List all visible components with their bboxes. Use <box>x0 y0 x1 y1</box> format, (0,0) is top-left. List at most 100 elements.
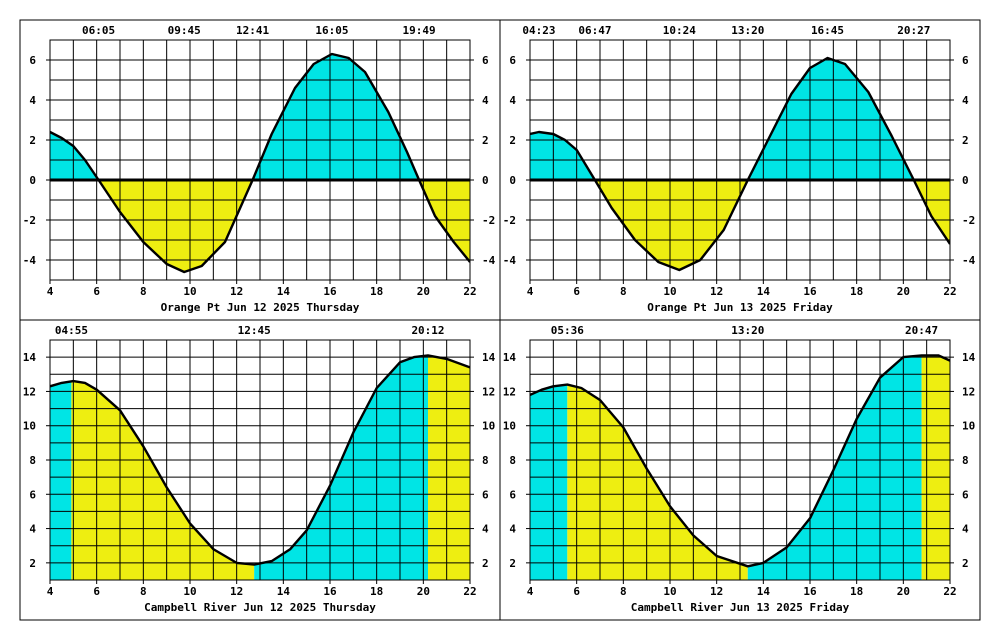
event-time-label: 12:41 <box>236 24 269 37</box>
chart-title: Campbell River Jun 13 2025 Friday <box>631 601 850 614</box>
y-tick-label-right: 12 <box>482 385 495 398</box>
y-tick-label-right: 2 <box>962 557 969 570</box>
x-tick-label: 8 <box>140 285 147 298</box>
x-tick-label: 20 <box>897 585 910 598</box>
axis-ticks <box>526 59 954 284</box>
event-time-label: 16:45 <box>811 24 844 37</box>
x-tick-label: 6 <box>573 585 580 598</box>
y-tick-label-right: 2 <box>482 134 489 147</box>
event-time-labels: 04:23 06:47 10:24 13:20 16:45 20:27 <box>522 24 930 37</box>
y-tick-label-left: 6 <box>509 54 516 67</box>
y-tick-label-right: 14 <box>482 351 496 364</box>
y-tick-label-left: -2 <box>503 214 516 227</box>
event-time-labels: 06:05 09:45 12:41 16:05 19:49 <box>82 24 436 37</box>
event-time-label: 10:24 <box>663 24 696 37</box>
x-tick-label: 4 <box>527 585 534 598</box>
x-tick-label: 12 <box>710 285 723 298</box>
chart-title: Orange Pt Jun 13 2025 Friday <box>647 301 833 314</box>
x-tick-label: 14 <box>757 585 771 598</box>
y-tick-label-right: -4 <box>962 254 976 267</box>
x-tick-label: 12 <box>230 285 243 298</box>
x-tick-label: 4 <box>47 585 54 598</box>
ebb-area <box>530 180 950 270</box>
y-tick-label-right: 0 <box>482 174 489 187</box>
y-tick-label-right: 4 <box>482 94 489 107</box>
y-tick-label-right: 2 <box>482 557 489 570</box>
tide-fills <box>530 58 950 270</box>
x-tick-label: 4 <box>527 285 534 298</box>
axis-ticks <box>46 356 474 584</box>
event-time-label: 20:47 <box>905 324 938 337</box>
y-tick-labels: 2 2 4 4 6 6 8 8 10 10 12 12 14 14 <box>23 351 496 570</box>
x-tick-labels: 4 6 8 10 12 14 16 18 20 22 <box>47 585 477 598</box>
event-time-label: 04:23 <box>522 24 555 37</box>
y-tick-label-right: 4 <box>962 523 969 536</box>
plot-border <box>49 39 471 281</box>
x-tick-label: 18 <box>850 585 863 598</box>
x-tick-label: 18 <box>370 585 383 598</box>
tide-curve <box>530 56 950 272</box>
y-tick-labels: 2 2 4 4 6 6 8 8 10 10 12 12 14 14 <box>503 351 976 570</box>
x-tick-label: 16 <box>323 285 337 298</box>
x-tick-labels: 4 6 8 10 12 14 16 18 20 22 <box>527 585 957 598</box>
y-tick-label-left: 2 <box>29 134 36 147</box>
y-tick-label-left: 12 <box>23 385 36 398</box>
y-tick-label-left: 10 <box>503 420 516 433</box>
x-tick-label: 16 <box>803 285 817 298</box>
y-tick-label-right: 4 <box>962 94 969 107</box>
x-tick-label: 20 <box>417 285 430 298</box>
y-tick-label-left: 14 <box>503 351 517 364</box>
tide-segment-ebb <box>428 355 470 580</box>
event-time-label: 09:45 <box>168 24 201 37</box>
event-time-label: 06:05 <box>82 24 115 37</box>
plot-border <box>529 39 951 281</box>
y-tick-label-left: 2 <box>509 134 516 147</box>
x-tick-label: 14 <box>277 285 291 298</box>
y-tick-label-right: 6 <box>962 488 969 501</box>
tide-curve <box>50 52 470 274</box>
x-tick-labels: 4 6 8 10 12 14 16 18 20 22 <box>527 285 957 298</box>
tide-segment-ebb <box>921 355 950 580</box>
y-tick-label-right: 2 <box>962 134 969 147</box>
y-tick-label-left: 4 <box>29 523 36 536</box>
tide-fills <box>50 54 470 272</box>
x-tick-label: 8 <box>620 585 627 598</box>
x-tick-labels: 4 6 8 10 12 14 16 18 20 22 <box>47 285 477 298</box>
x-tick-label: 6 <box>93 585 100 598</box>
y-tick-label-left: 4 <box>509 94 516 107</box>
event-time-label: 06:47 <box>578 24 611 37</box>
x-tick-label: 6 <box>93 285 100 298</box>
y-tick-label-left: 6 <box>29 54 36 67</box>
y-tick-label-left: 2 <box>509 557 516 570</box>
y-tick-label-left: 12 <box>503 385 516 398</box>
x-tick-label: 16 <box>803 585 817 598</box>
y-tick-label-left: 14 <box>23 351 37 364</box>
axis-ticks <box>46 59 474 284</box>
y-tick-label-left: 6 <box>29 488 36 501</box>
y-tick-labels: -4 -4 -2 -2 0 0 2 2 4 4 6 6 <box>503 54 976 267</box>
x-tick-label: 22 <box>943 585 956 598</box>
tide-segment-flood <box>530 384 568 580</box>
event-time-label: 20:12 <box>411 324 444 337</box>
y-tick-label-right: 8 <box>962 454 969 467</box>
y-tick-label-right: 14 <box>962 351 976 364</box>
x-tick-label: 12 <box>230 585 243 598</box>
x-tick-label: 22 <box>463 285 476 298</box>
flood-area <box>530 58 950 180</box>
y-tick-label-right: 0 <box>962 174 969 187</box>
x-tick-label: 18 <box>850 285 863 298</box>
x-tick-label: 20 <box>417 585 430 598</box>
axis-ticks <box>526 356 954 584</box>
x-tick-label: 14 <box>277 585 291 598</box>
y-tick-label-right: 10 <box>962 420 975 433</box>
x-tick-label: 6 <box>573 285 580 298</box>
tide-curve <box>530 354 950 568</box>
x-tick-label: 12 <box>710 585 723 598</box>
event-time-labels: 04:55 12:45 20:12 <box>55 324 445 337</box>
x-tick-label: 16 <box>323 585 337 598</box>
event-time-label: 19:49 <box>403 24 436 37</box>
